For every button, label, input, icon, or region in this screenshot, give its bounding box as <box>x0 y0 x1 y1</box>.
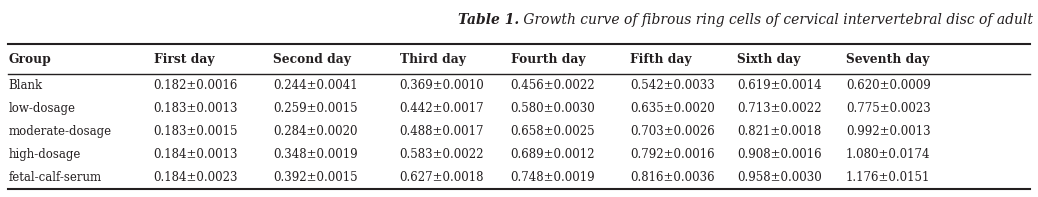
Text: 0.183±0.0015: 0.183±0.0015 <box>154 125 238 138</box>
Text: 0.619±0.0014: 0.619±0.0014 <box>737 79 822 92</box>
Text: 0.713±0.0022: 0.713±0.0022 <box>737 102 821 115</box>
Text: Table 1.: Table 1. <box>458 13 519 27</box>
Text: 0.908±0.0016: 0.908±0.0016 <box>737 148 822 161</box>
Text: 0.348±0.0019: 0.348±0.0019 <box>273 148 358 161</box>
Text: 0.635±0.0020: 0.635±0.0020 <box>630 102 715 115</box>
Text: 0.627±0.0018: 0.627±0.0018 <box>400 171 484 184</box>
Text: 0.184±0.0023: 0.184±0.0023 <box>154 171 238 184</box>
Text: 0.244±0.0041: 0.244±0.0041 <box>273 79 358 92</box>
Text: 0.775±0.0023: 0.775±0.0023 <box>846 102 931 115</box>
Text: Growth curve of fibrous ring cells of cervical intervertebral disc of adult rats: Growth curve of fibrous ring cells of ce… <box>519 13 1038 27</box>
Text: First day: First day <box>154 53 214 66</box>
Text: 0.821±0.0018: 0.821±0.0018 <box>737 125 821 138</box>
Text: 0.580±0.0030: 0.580±0.0030 <box>511 102 596 115</box>
Text: 0.182±0.0016: 0.182±0.0016 <box>154 79 238 92</box>
Text: Group: Group <box>8 53 51 66</box>
Text: 0.958±0.0030: 0.958±0.0030 <box>737 171 822 184</box>
Text: 0.488±0.0017: 0.488±0.0017 <box>400 125 484 138</box>
Text: Blank: Blank <box>8 79 43 92</box>
Text: 1.080±0.0174: 1.080±0.0174 <box>846 148 930 161</box>
Text: 0.184±0.0013: 0.184±0.0013 <box>154 148 238 161</box>
Text: 0.259±0.0015: 0.259±0.0015 <box>273 102 358 115</box>
Text: 0.183±0.0013: 0.183±0.0013 <box>154 102 238 115</box>
Text: high-dosage: high-dosage <box>8 148 81 161</box>
Text: Second day: Second day <box>273 53 351 66</box>
Text: 0.284±0.0020: 0.284±0.0020 <box>273 125 357 138</box>
Text: 0.369±0.0010: 0.369±0.0010 <box>400 79 485 92</box>
Text: 1.176±0.0151: 1.176±0.0151 <box>846 171 930 184</box>
Text: 0.992±0.0013: 0.992±0.0013 <box>846 125 931 138</box>
Text: 0.703±0.0026: 0.703±0.0026 <box>630 125 715 138</box>
Text: 0.658±0.0025: 0.658±0.0025 <box>511 125 596 138</box>
Text: 0.583±0.0022: 0.583±0.0022 <box>400 148 484 161</box>
Text: Seventh day: Seventh day <box>846 53 929 66</box>
Text: 0.392±0.0015: 0.392±0.0015 <box>273 171 358 184</box>
Text: low-dosage: low-dosage <box>8 102 76 115</box>
Text: 0.442±0.0017: 0.442±0.0017 <box>400 102 485 115</box>
Text: fetal-calf-serum: fetal-calf-serum <box>8 171 102 184</box>
Text: 0.456±0.0022: 0.456±0.0022 <box>511 79 596 92</box>
Text: 0.689±0.0012: 0.689±0.0012 <box>511 148 595 161</box>
Text: 0.542±0.0033: 0.542±0.0033 <box>630 79 715 92</box>
Text: 0.748±0.0019: 0.748±0.0019 <box>511 171 596 184</box>
Text: 0.620±0.0009: 0.620±0.0009 <box>846 79 931 92</box>
Text: 0.816±0.0036: 0.816±0.0036 <box>630 171 715 184</box>
Text: 0.792±0.0016: 0.792±0.0016 <box>630 148 715 161</box>
Text: Sixth day: Sixth day <box>737 53 800 66</box>
Text: Fourth day: Fourth day <box>511 53 585 66</box>
Text: moderate-dosage: moderate-dosage <box>8 125 111 138</box>
Text: Third day: Third day <box>400 53 465 66</box>
Text: Fifth day: Fifth day <box>630 53 691 66</box>
